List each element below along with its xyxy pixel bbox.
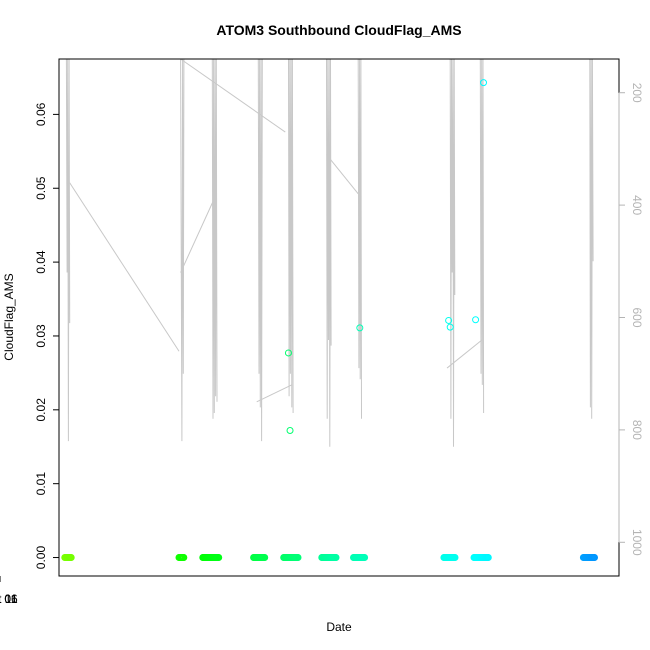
y-axis-label: CloudFlag_AMS xyxy=(2,273,16,360)
y2-tick-label-2: 600 xyxy=(630,307,644,327)
x-tick-label-0: Oct 01 xyxy=(0,592,18,606)
y2-tick-label-4: 1000 xyxy=(630,529,644,556)
y2-tick-label-0: 200 xyxy=(630,83,644,103)
x-tick-label-1: Oct 06 xyxy=(0,592,18,606)
pressure-profile-6 xyxy=(357,59,362,419)
zero-point-7-21 xyxy=(451,554,459,561)
y2-tick-label-1: 400 xyxy=(630,195,644,215)
zero-point-5-27 xyxy=(332,554,340,561)
data-point-2 xyxy=(356,324,364,332)
x-tick-label-2: Oct 11 xyxy=(0,592,18,606)
pressure-profile-3 xyxy=(257,59,263,442)
zero-point-8-27 xyxy=(484,554,492,561)
data-point-3 xyxy=(445,316,453,324)
data-point-1 xyxy=(286,427,294,435)
zero-point-9-21 xyxy=(591,554,598,561)
pressure-connector-1 xyxy=(180,199,215,273)
y-tick-label-2: 0.02 xyxy=(34,398,48,422)
pressure-connector-5 xyxy=(446,339,483,369)
data-point-5 xyxy=(472,316,480,324)
x-axis: Oct 01Oct 06Oct 11 xyxy=(0,576,18,606)
zero-point-4-27 xyxy=(294,554,302,561)
pressure-profile-7 xyxy=(449,59,456,447)
pressure-connector-4 xyxy=(326,154,359,195)
y2-tick-label-3: 800 xyxy=(630,420,644,440)
zero-point-3-21 xyxy=(261,554,269,561)
chart-title: ATOM3 Southbound CloudFlag_AMS xyxy=(216,22,461,38)
y-tick-label-0: 0.00 xyxy=(34,546,48,570)
data-point-0 xyxy=(284,349,292,357)
pressure-profile-0 xyxy=(65,59,71,442)
zero-point-0-12 xyxy=(67,554,75,561)
pressure-connector-0 xyxy=(69,182,180,352)
zero-point-6-21 xyxy=(361,554,369,561)
pressure-profile-9 xyxy=(589,59,594,419)
pressure-profile-5 xyxy=(326,59,332,447)
pressure-profile-2 xyxy=(211,59,218,419)
pressure-connector-2 xyxy=(180,59,286,133)
zero-point-1-9 xyxy=(180,554,188,561)
data-point-4 xyxy=(446,323,454,331)
pressure-profile-8 xyxy=(479,59,485,414)
x-axis-label: Date xyxy=(326,620,352,634)
data-points-layer xyxy=(61,79,598,561)
pressure-profile-1 xyxy=(180,59,185,442)
zero-point-2-30 xyxy=(215,554,223,561)
pressure-profile-4 xyxy=(288,59,294,414)
y-axis: 0.00 0.01 0.02 0.03 0.04 0.05 0.06 xyxy=(34,102,60,570)
y-tick-label-6: 0.06 xyxy=(34,102,48,126)
y2-axis: 200 400 600 800 1000 xyxy=(618,83,644,556)
pressure-connector-3 xyxy=(256,384,292,403)
y-tick-label-1: 0.01 xyxy=(34,472,48,496)
pressure-profile-layer xyxy=(65,59,594,447)
data-point-6 xyxy=(480,79,488,87)
y-tick-label-3: 0.03 xyxy=(34,324,48,348)
y-tick-label-4: 0.04 xyxy=(34,250,48,274)
y-tick-label-5: 0.05 xyxy=(34,176,48,200)
